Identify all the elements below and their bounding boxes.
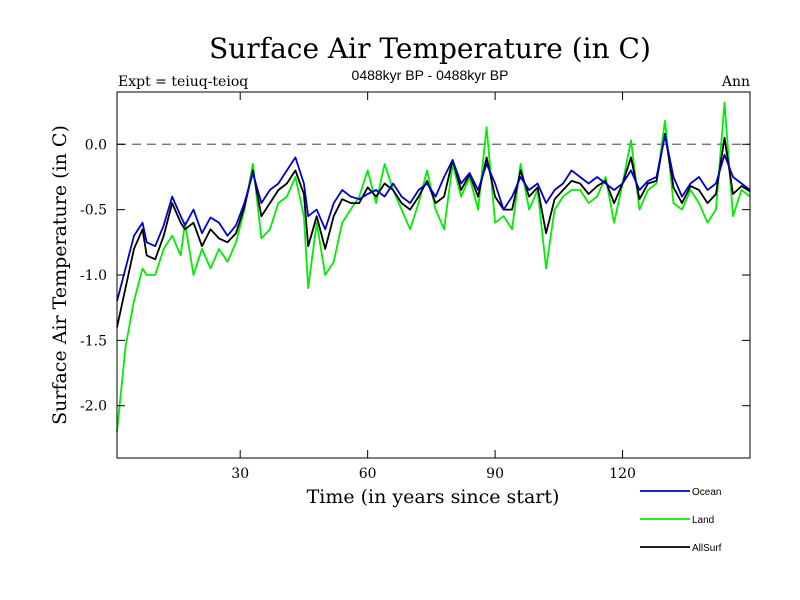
chart: Surface Air Temperature (in C) 0488kyr B… xyxy=(0,0,800,600)
x-tick-label: 90 xyxy=(486,466,504,482)
season-label: Ann xyxy=(721,74,750,90)
series-lines xyxy=(117,103,750,432)
chart-subtitle: 0488kyr BP - 0488kyr BP xyxy=(352,67,509,83)
y-tick-label: -0.5 xyxy=(80,203,107,219)
legend-label-ocean: Ocean xyxy=(692,487,721,498)
plot-frame xyxy=(117,92,750,458)
series-line-land xyxy=(117,103,750,432)
chart-title: Surface Air Temperature (in C) xyxy=(209,32,651,65)
x-tick-label: 60 xyxy=(359,466,377,482)
legend: Ocean Land AllSurf xyxy=(640,487,722,554)
legend-label-allsurf: AllSurf xyxy=(692,543,722,554)
axis-ticks: 30 60 90 120 -2.0 -1.5 -1.0 -0.5 0.0 xyxy=(80,92,750,482)
y-tick-label: -1.5 xyxy=(80,333,107,349)
x-axis-label: Time (in years since start) xyxy=(307,486,560,508)
legend-label-land: Land xyxy=(692,515,714,526)
x-tick-label: 30 xyxy=(231,466,249,482)
y-tick-label: -2.0 xyxy=(80,399,107,415)
y-tick-label: -1.0 xyxy=(80,268,107,284)
experiment-label: Expt = teiuq-teioq xyxy=(118,74,248,90)
x-tick-label: 120 xyxy=(609,466,636,482)
series-line-allsurf xyxy=(117,134,750,327)
series-line-ocean xyxy=(117,135,750,301)
y-axis-label: Surface Air Temperature (in C) xyxy=(49,125,71,425)
y-tick-label: 0.0 xyxy=(85,137,107,153)
